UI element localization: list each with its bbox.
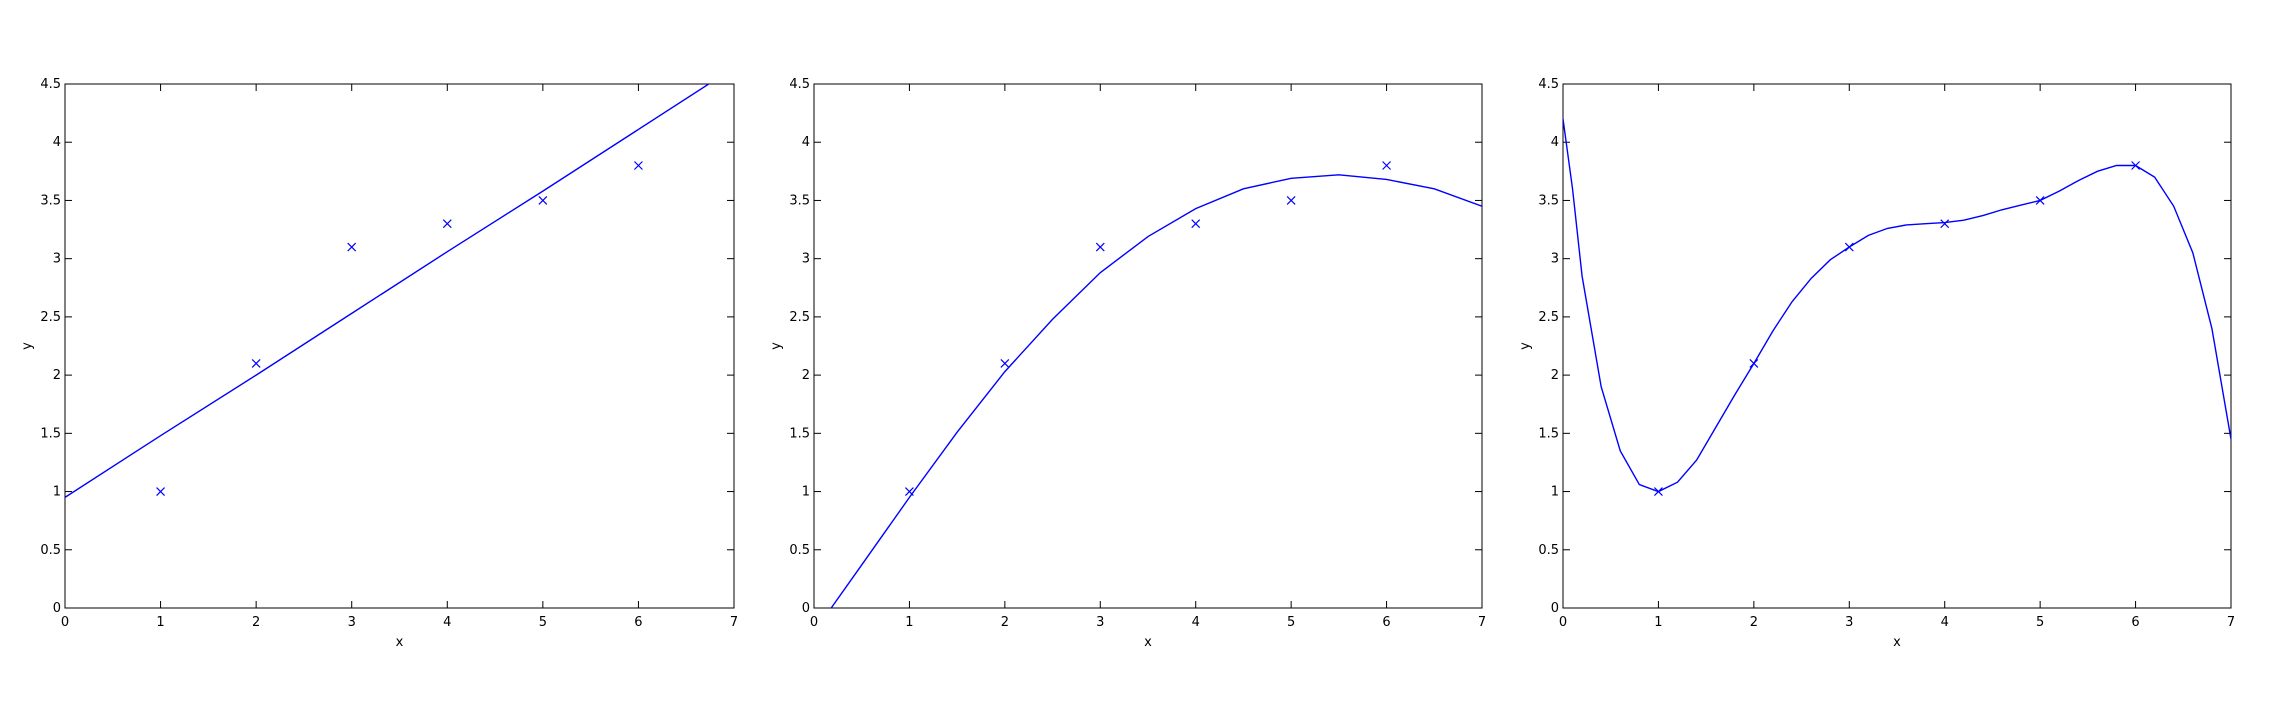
x-tick-label: 3 (348, 615, 356, 630)
y-tick-label: 0 (802, 601, 810, 616)
x-tick-label: 7 (1478, 615, 1486, 630)
y-tick-label: 3 (1551, 252, 1559, 267)
x-tick-label: 0 (1559, 615, 1567, 630)
data-point-marker (1286, 196, 1296, 205)
data-point-marker (2035, 196, 2045, 205)
data-point-marker (1095, 242, 1105, 252)
y-tick-label: 3 (53, 252, 61, 267)
y-tick-label: 2 (1551, 368, 1559, 383)
y-tick-label: 4.5 (789, 77, 810, 92)
panel-high-order-fit: 0 1 2 3 4 5 6 7 0 0.5 1 1.5 2 2.5 3 3.5 4 4.5 x y (1518, 77, 2235, 650)
x-axis-label: x (1893, 635, 1901, 650)
panel-linear-fit: 0 1 2 3 4 5 6 7 0 0.5 1 1.5 2 2.5 3 3.5 4 4.5 x y (20, 77, 738, 650)
x-axis-label: x (1144, 635, 1152, 650)
y-tick-label: 1.5 (40, 426, 61, 441)
y-tick-label: 2.5 (789, 310, 810, 325)
data-point-marker (1940, 219, 1950, 229)
x-axis-label: x (396, 635, 404, 650)
plot-frame (64, 83, 735, 609)
y-tick-label: 1 (1551, 485, 1559, 500)
y-tick-label: 3.5 (789, 193, 810, 208)
x-tick-label: 4 (443, 615, 451, 630)
x-tick-label: 1 (1654, 615, 1662, 630)
x-tick-label: 3 (1845, 615, 1853, 630)
y-tick-label: 4.5 (1538, 77, 1559, 92)
data-point-marker (538, 196, 548, 205)
x-tick-label: 5 (2036, 615, 2044, 630)
y-tick-label: 2 (802, 368, 810, 383)
x-tick-label: 5 (539, 615, 547, 630)
fit-curve (65, 84, 711, 498)
y-tick-label: 4 (53, 135, 61, 150)
fit-curve (830, 174, 1482, 608)
y-axis-label: y (769, 342, 784, 350)
fit-curve (1563, 118, 2231, 493)
y-tick-label: 2.5 (40, 310, 61, 325)
y-tick-label: 4.5 (40, 77, 61, 92)
y-tick-label: 2 (53, 368, 61, 383)
x-tick-label: 1 (156, 615, 164, 630)
data-point-marker (347, 242, 357, 252)
y-axis-label: y (1518, 342, 1533, 350)
x-tick-label: 6 (634, 615, 642, 630)
y-tick-label: 2.5 (1538, 310, 1559, 325)
data-point-marker (905, 487, 914, 496)
y-tick-label: 1.5 (789, 426, 810, 441)
data-point-marker (1844, 242, 1854, 252)
data-point-marker (1749, 359, 1759, 368)
panel-quadratic-fit: 0 1 2 3 4 5 6 7 0 0.5 1 1.5 2 2.5 3 3.5 4 4.5 x y (769, 77, 1486, 650)
data-point-marker (1382, 161, 1391, 170)
y-tick-label: 3 (802, 252, 810, 267)
data-point-marker (634, 161, 643, 170)
y-tick-label: 4 (802, 135, 810, 150)
x-tick-label: 1 (905, 615, 913, 630)
x-tick-label: 0 (810, 615, 818, 630)
data-point-marker (1000, 359, 1010, 368)
x-tick-label: 3 (1096, 615, 1104, 630)
x-tick-label: 2 (1750, 615, 1758, 630)
y-tick-label: 1 (53, 485, 61, 500)
data-point-marker (442, 219, 452, 229)
x-tick-label: 7 (730, 615, 738, 630)
x-tick-label: 4 (1941, 615, 1949, 630)
data-point-marker (156, 487, 165, 496)
x-tick-label: 2 (1001, 615, 1009, 630)
y-tick-label: 1.5 (1538, 426, 1559, 441)
x-tick-label: 5 (1287, 615, 1295, 630)
data-point-marker (1191, 219, 1201, 229)
data-point-marker (1654, 487, 1663, 496)
x-tick-label: 6 (2131, 615, 2139, 630)
y-tick-label: 3.5 (40, 193, 61, 208)
y-tick-label: 0 (1551, 601, 1559, 616)
y-tick-label: 0.5 (1538, 543, 1559, 558)
x-tick-label: 6 (1382, 615, 1390, 630)
y-tick-label: 1 (802, 485, 810, 500)
x-tick-label: 7 (2227, 615, 2235, 630)
y-tick-label: 0.5 (789, 543, 810, 558)
y-tick-label: 0 (53, 601, 61, 616)
plot-frame (813, 83, 1483, 609)
data-point-marker (251, 359, 261, 368)
y-axis-label: y (20, 342, 35, 350)
plot-frame (1562, 83, 2232, 609)
x-tick-label: 4 (1192, 615, 1200, 630)
y-tick-label: 4 (1551, 135, 1559, 150)
y-tick-label: 3.5 (1538, 193, 1559, 208)
y-tick-label: 0.5 (40, 543, 61, 558)
x-tick-label: 2 (252, 615, 260, 630)
data-point-marker (2131, 161, 2140, 170)
x-tick-label: 0 (61, 615, 69, 630)
